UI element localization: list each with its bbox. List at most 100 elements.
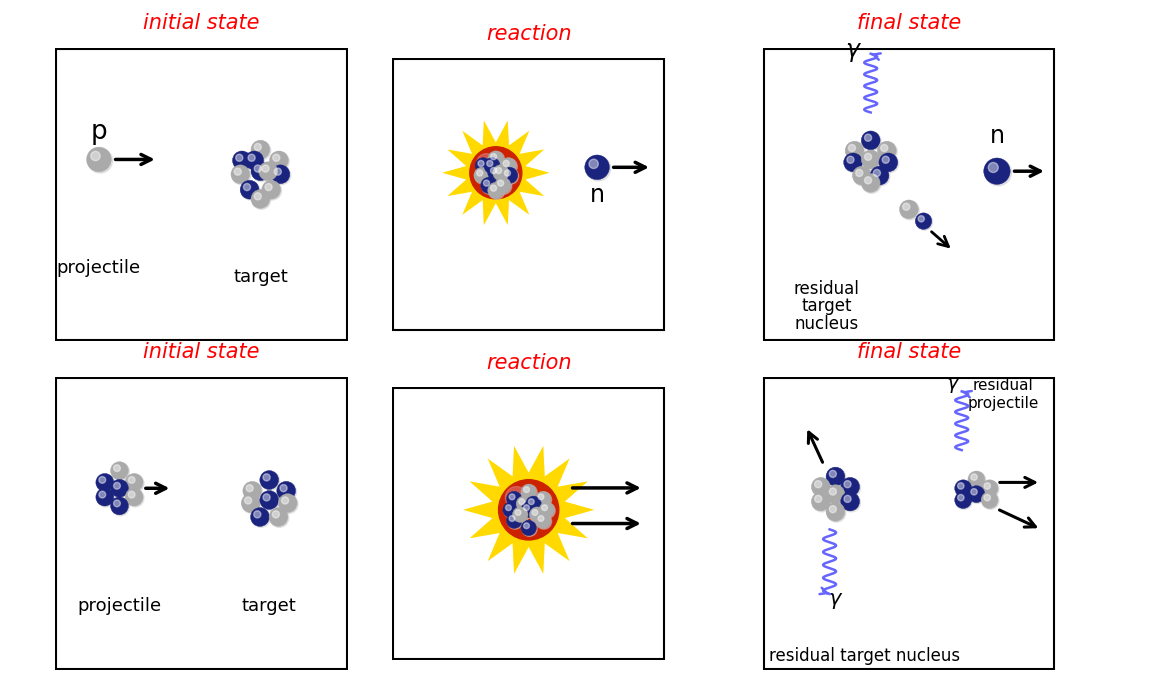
Circle shape (981, 492, 998, 508)
Circle shape (233, 151, 251, 170)
Circle shape (542, 505, 548, 510)
Circle shape (259, 490, 279, 510)
Circle shape (111, 480, 130, 498)
Circle shape (842, 493, 860, 512)
Circle shape (846, 156, 855, 163)
Circle shape (862, 131, 880, 150)
Circle shape (271, 152, 290, 171)
Circle shape (280, 484, 287, 492)
Text: projectile: projectile (78, 596, 161, 615)
Circle shape (589, 159, 599, 168)
Circle shape (540, 503, 555, 518)
Circle shape (880, 154, 899, 173)
Circle shape (916, 213, 932, 230)
Circle shape (968, 471, 984, 488)
Circle shape (259, 163, 278, 181)
Circle shape (478, 161, 484, 166)
Circle shape (87, 147, 111, 172)
Circle shape (245, 484, 254, 492)
Circle shape (483, 180, 490, 186)
Circle shape (879, 142, 897, 161)
Circle shape (493, 165, 508, 181)
Circle shape (507, 492, 522, 508)
Circle shape (245, 152, 264, 171)
Circle shape (812, 477, 830, 496)
Circle shape (477, 170, 483, 176)
Circle shape (844, 495, 851, 503)
Circle shape (97, 475, 115, 492)
Circle shape (98, 477, 105, 484)
Circle shape (529, 507, 544, 523)
Text: n: n (589, 183, 604, 207)
Circle shape (505, 486, 527, 508)
Circle shape (528, 499, 534, 505)
Circle shape (111, 462, 130, 480)
Circle shape (849, 144, 856, 152)
Circle shape (261, 471, 279, 490)
Circle shape (262, 181, 280, 199)
Circle shape (242, 495, 261, 514)
Circle shape (535, 491, 551, 507)
Circle shape (113, 500, 120, 507)
Circle shape (488, 151, 504, 167)
Circle shape (954, 480, 972, 497)
Circle shape (111, 498, 130, 516)
Circle shape (477, 154, 496, 173)
Circle shape (829, 505, 836, 513)
Circle shape (125, 473, 144, 491)
Circle shape (852, 166, 871, 185)
Circle shape (482, 178, 498, 194)
Circle shape (982, 481, 999, 497)
Circle shape (255, 193, 262, 200)
Circle shape (918, 215, 924, 222)
Text: nucleus: nucleus (794, 315, 859, 333)
Circle shape (958, 483, 965, 489)
Circle shape (954, 492, 972, 508)
Circle shape (955, 492, 973, 510)
Circle shape (503, 502, 519, 518)
Circle shape (526, 496, 541, 512)
Circle shape (232, 166, 250, 185)
Circle shape (826, 502, 845, 521)
Circle shape (538, 494, 544, 500)
Text: reaction: reaction (486, 353, 572, 373)
Circle shape (506, 491, 522, 507)
Circle shape (474, 168, 490, 183)
Text: initial state: initial state (144, 13, 259, 34)
Circle shape (865, 153, 872, 160)
Circle shape (530, 508, 545, 523)
Circle shape (475, 168, 491, 184)
Circle shape (519, 499, 525, 505)
Text: reaction: reaction (486, 24, 572, 44)
Circle shape (263, 181, 281, 200)
Circle shape (879, 153, 897, 172)
Circle shape (279, 495, 298, 514)
Circle shape (988, 163, 998, 172)
Circle shape (865, 134, 872, 142)
Circle shape (263, 494, 270, 501)
Circle shape (278, 494, 298, 512)
Circle shape (254, 511, 261, 518)
Circle shape (829, 488, 836, 495)
Circle shape (500, 158, 516, 174)
Circle shape (485, 159, 501, 174)
Circle shape (844, 153, 863, 172)
Circle shape (496, 178, 512, 194)
Circle shape (486, 161, 493, 166)
Circle shape (873, 170, 880, 176)
Circle shape (126, 489, 144, 507)
Text: residual: residual (793, 280, 859, 298)
Circle shape (261, 492, 279, 510)
Circle shape (984, 158, 1010, 185)
Circle shape (113, 482, 120, 489)
Circle shape (523, 523, 529, 529)
Circle shape (252, 190, 271, 209)
Text: target: target (242, 596, 296, 615)
Circle shape (903, 203, 910, 210)
Circle shape (241, 494, 261, 512)
Text: $\gamma$: $\gamma$ (844, 40, 862, 64)
Circle shape (97, 489, 115, 507)
Text: target: target (801, 298, 852, 315)
Circle shape (871, 167, 889, 186)
Circle shape (493, 166, 510, 182)
